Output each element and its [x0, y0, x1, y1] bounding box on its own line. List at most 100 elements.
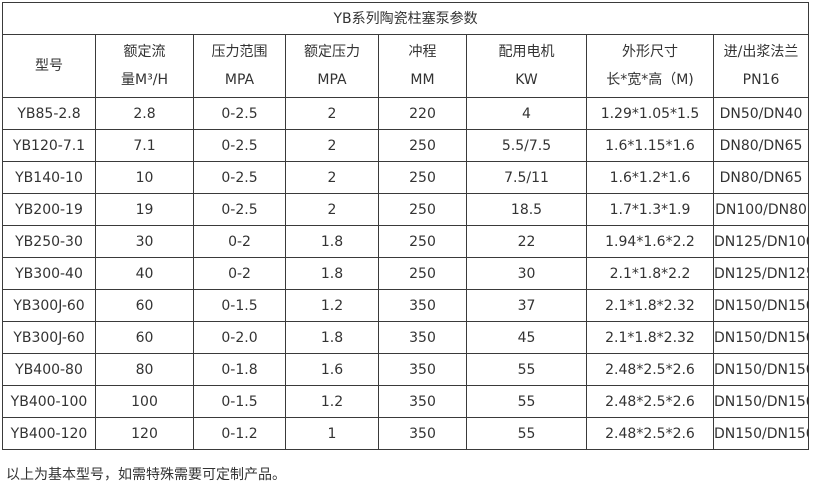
cell-flange: DN150/DN150 [712, 321, 810, 354]
cell-flange: DN125/DN100 [712, 225, 810, 258]
header-model-line1: 型号 [35, 58, 63, 74]
cell-pressure-range: 0-2.5 [193, 97, 286, 130]
header-stroke-line1: 冲程 [408, 44, 437, 60]
table-row: YB400-100 100 0-1.5 1.2 350 55 2.48*2.5*2.6 DN1… [2, 385, 810, 418]
cell-model: YB85-2.8 [2, 97, 96, 130]
cell-pressure-range: 0-1.5 [193, 385, 286, 418]
header-dimensions-line1: 外形尺寸 [622, 44, 678, 60]
cell-dimensions: 2.1*1.8*2.32 [586, 321, 714, 354]
pump-spec-table: YB系列陶瓷柱塞泵参数 型号 额定流量M³/H 压力范围 MPA 额定压力 MPA 冲程 MM… [1, 2, 810, 450]
cell-rated-flow: 60 [95, 289, 194, 322]
cell-dimensions: 2.1*1.8*2.2 [586, 257, 714, 290]
table-row: YB250-30 30 0-2 1.8 250 22 1.94*1.6*2.2 DN125/D… [2, 225, 810, 258]
header-rated-flow-line1: 额定流 [123, 44, 166, 60]
header-model: 型号 [2, 34, 96, 98]
cell-rated-flow: 19 [95, 193, 194, 226]
cell-pressure-range: 0-2.5 [193, 193, 286, 226]
cell-model: YB300J-60 [2, 321, 96, 354]
table-row: YB200-19 19 0-2.5 2 250 18.5 1.7*1.3*1.9 DN100/… [2, 193, 810, 226]
cell-stroke: 350 [378, 417, 467, 450]
cell-rated-flow: 40 [95, 257, 194, 290]
cell-rated-flow: 10 [95, 161, 194, 194]
cell-dimensions: 1.29*1.05*1.5 [586, 97, 714, 130]
header-pressure-range-line2: MPA [224, 72, 255, 88]
cell-rated-pressure: 1.2 [285, 385, 379, 418]
cell-stroke: 250 [378, 129, 467, 162]
cell-motor-power: 5.5/7.5 [466, 129, 587, 162]
cell-flange: DN150/DN150 [712, 417, 810, 450]
header-flange-line2: PN16 [742, 72, 780, 88]
cell-dimensions: 2.1*1.8*2.32 [586, 289, 714, 322]
table-row: YB140-10 10 0-2.5 2 250 7.5/11 1.6*1.2*1.6 DN80… [2, 161, 810, 194]
cell-rated-pressure: 1.8 [285, 321, 379, 354]
table-title-row: YB系列陶瓷柱塞泵参数 [1, 2, 810, 35]
header-rated-pressure-line2: MPA [317, 72, 347, 88]
table-row: YB400-120 120 0-1.2 1 350 55 2.48*2.5*2.6 DN150… [2, 417, 810, 450]
header-stroke-line2: MM [410, 72, 435, 88]
cell-pressure-range: 0-2.5 [193, 161, 286, 194]
header-flange-line1: 进/出浆法兰 [723, 44, 799, 60]
cell-stroke: 250 [378, 225, 467, 258]
header-motor-power: 配用电机 KW [466, 34, 587, 98]
header-rated-flow-line2: 量M³/H [121, 72, 168, 88]
cell-motor-power: 22 [466, 225, 587, 258]
cell-rated-pressure: 2 [285, 97, 379, 130]
header-rated-pressure-line1: 额定压力 [304, 44, 360, 60]
cell-model: YB300J-60 [2, 289, 96, 322]
cell-dimensions: 2.48*2.5*2.6 [586, 353, 714, 386]
header-rated-flow: 额定流量M³/H [95, 34, 194, 98]
cell-motor-power: 55 [466, 353, 587, 386]
cell-rated-flow: 30 [95, 225, 194, 258]
cell-stroke: 350 [378, 353, 467, 386]
cell-motor-power: 4 [466, 97, 587, 130]
header-rated-pressure: 额定压力 MPA [285, 34, 379, 98]
cell-rated-pressure: 1 [285, 417, 379, 450]
cell-rated-flow: 7.1 [95, 129, 194, 162]
cell-model: YB200-19 [2, 193, 96, 226]
cell-rated-pressure: 1.6 [285, 353, 379, 386]
cell-pressure-range: 0-1.8 [193, 353, 286, 386]
cell-flange: DN80/DN65 [712, 129, 810, 162]
cell-dimensions: 1.6*1.15*1.6 [586, 129, 714, 162]
cell-flange: DN150/DN150 [712, 385, 810, 418]
cell-stroke: 250 [378, 257, 467, 290]
cell-motor-power: 7.5/11 [466, 161, 587, 194]
cell-motor-power: 45 [466, 321, 587, 354]
cell-model: YB400-80 [2, 353, 96, 386]
cell-stroke: 350 [378, 321, 467, 354]
cell-dimensions: 2.48*2.5*2.6 [586, 385, 714, 418]
cell-rated-flow: 2.8 [95, 97, 194, 130]
cell-pressure-range: 0-2 [193, 257, 286, 290]
cell-rated-pressure: 1.8 [285, 257, 379, 290]
header-pressure-range: 压力范围 MPA [193, 34, 286, 98]
cell-model: YB400-100 [2, 385, 96, 418]
cell-rated-flow: 100 [95, 385, 194, 418]
cell-pressure-range: 0-2.0 [193, 321, 286, 354]
cell-motor-power: 30 [466, 257, 587, 290]
cell-dimensions: 1.6*1.2*1.6 [586, 161, 714, 194]
cell-flange: DN125/DN125 [712, 257, 810, 290]
cell-stroke: 350 [378, 289, 467, 322]
cell-pressure-range: 0-1.5 [193, 289, 286, 322]
table-row: YB300J-60 60 0-2.0 1.8 350 45 2.1*1.8*2.32 DN15… [2, 321, 810, 354]
cell-dimensions: 1.94*1.6*2.2 [586, 225, 714, 258]
header-motor-power-line2: KW [515, 72, 538, 88]
table-row: YB400-80 80 0-1.8 1.6 350 55 2.48*2.5*2.6 DN150… [2, 353, 810, 386]
cell-model: YB250-30 [2, 225, 96, 258]
cell-stroke: 250 [378, 193, 467, 226]
cell-rated-pressure: 2 [285, 129, 379, 162]
header-motor-power-line1: 配用电机 [498, 44, 555, 60]
cell-pressure-range: 0-2.5 [193, 129, 286, 162]
header-pressure-range-line1: 压力范围 [211, 44, 268, 60]
cell-model: YB120-7.1 [2, 129, 96, 162]
cell-dimensions: 1.7*1.3*1.9 [586, 193, 714, 226]
table-row: YB300J-60 60 0-1.5 1.2 350 37 2.1*1.8*2.32 DN15… [2, 289, 810, 322]
cell-rated-pressure: 1.2 [285, 289, 379, 322]
cell-rated-flow: 80 [95, 353, 194, 386]
cell-motor-power: 55 [466, 385, 587, 418]
table-row: YB300-40 40 0-2 1.8 250 30 2.1*1.8*2.2 DN125/DN… [2, 257, 810, 290]
header-flange: 进/出浆法兰 PN16 [712, 34, 810, 98]
cell-flange: DN100/DN80 [712, 193, 810, 226]
table-row: YB120-7.1 7.1 0-2.5 2 250 5.5/7.5 1.6*1.15*1.6… [2, 129, 810, 162]
